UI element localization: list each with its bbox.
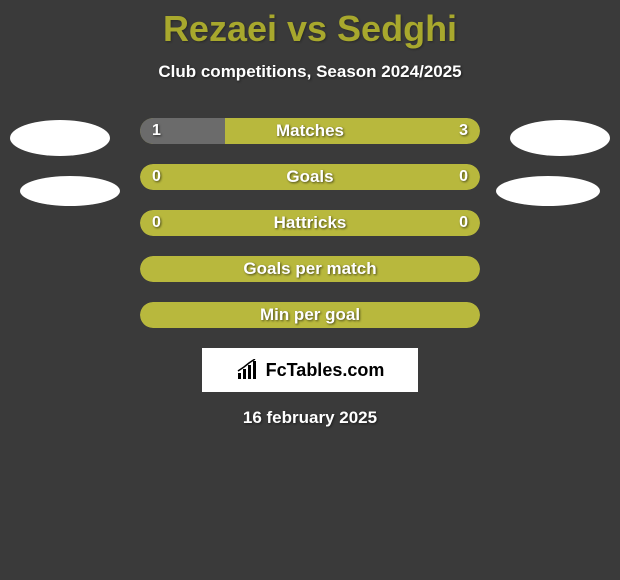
stat-value-left: 0 <box>152 168 161 186</box>
chart-icon <box>236 359 262 381</box>
stat-row: 1 Matches 3 <box>0 118 620 146</box>
stat-value-right: 0 <box>459 168 468 186</box>
stat-bar: 0 Goals 0 <box>140 164 480 190</box>
brand-text: FcTables.com <box>266 360 385 381</box>
stat-row: 0 Goals 0 <box>0 164 620 192</box>
stat-value-right: 3 <box>459 122 468 140</box>
stat-label: Matches <box>276 121 344 141</box>
stat-row: Min per goal <box>0 302 620 330</box>
stat-bar: Min per goal <box>140 302 480 328</box>
subtitle: Club competitions, Season 2024/2025 <box>0 62 620 82</box>
stat-label: Goals <box>286 167 333 187</box>
stat-label: Min per goal <box>260 305 360 325</box>
stat-row: Goals per match <box>0 256 620 284</box>
stat-bar: 1 Matches 3 <box>140 118 480 144</box>
date-label: 16 february 2025 <box>0 408 620 428</box>
comparison-card: Rezaei vs Sedghi Club competitions, Seas… <box>0 0 620 428</box>
stat-value-right: 0 <box>459 214 468 232</box>
brand-badge[interactable]: FcTables.com <box>202 348 418 392</box>
stat-bar: 0 Hattricks 0 <box>140 210 480 236</box>
stat-bar: Goals per match <box>140 256 480 282</box>
page-title: Rezaei vs Sedghi <box>0 0 620 50</box>
stat-row: 0 Hattricks 0 <box>0 210 620 238</box>
stat-value-left: 1 <box>152 122 161 140</box>
stat-label: Goals per match <box>243 259 376 279</box>
stats-area: 1 Matches 3 0 Goals 0 0 Hattricks <box>0 118 620 330</box>
stat-value-left: 0 <box>152 214 161 232</box>
stat-label: Hattricks <box>274 213 347 233</box>
